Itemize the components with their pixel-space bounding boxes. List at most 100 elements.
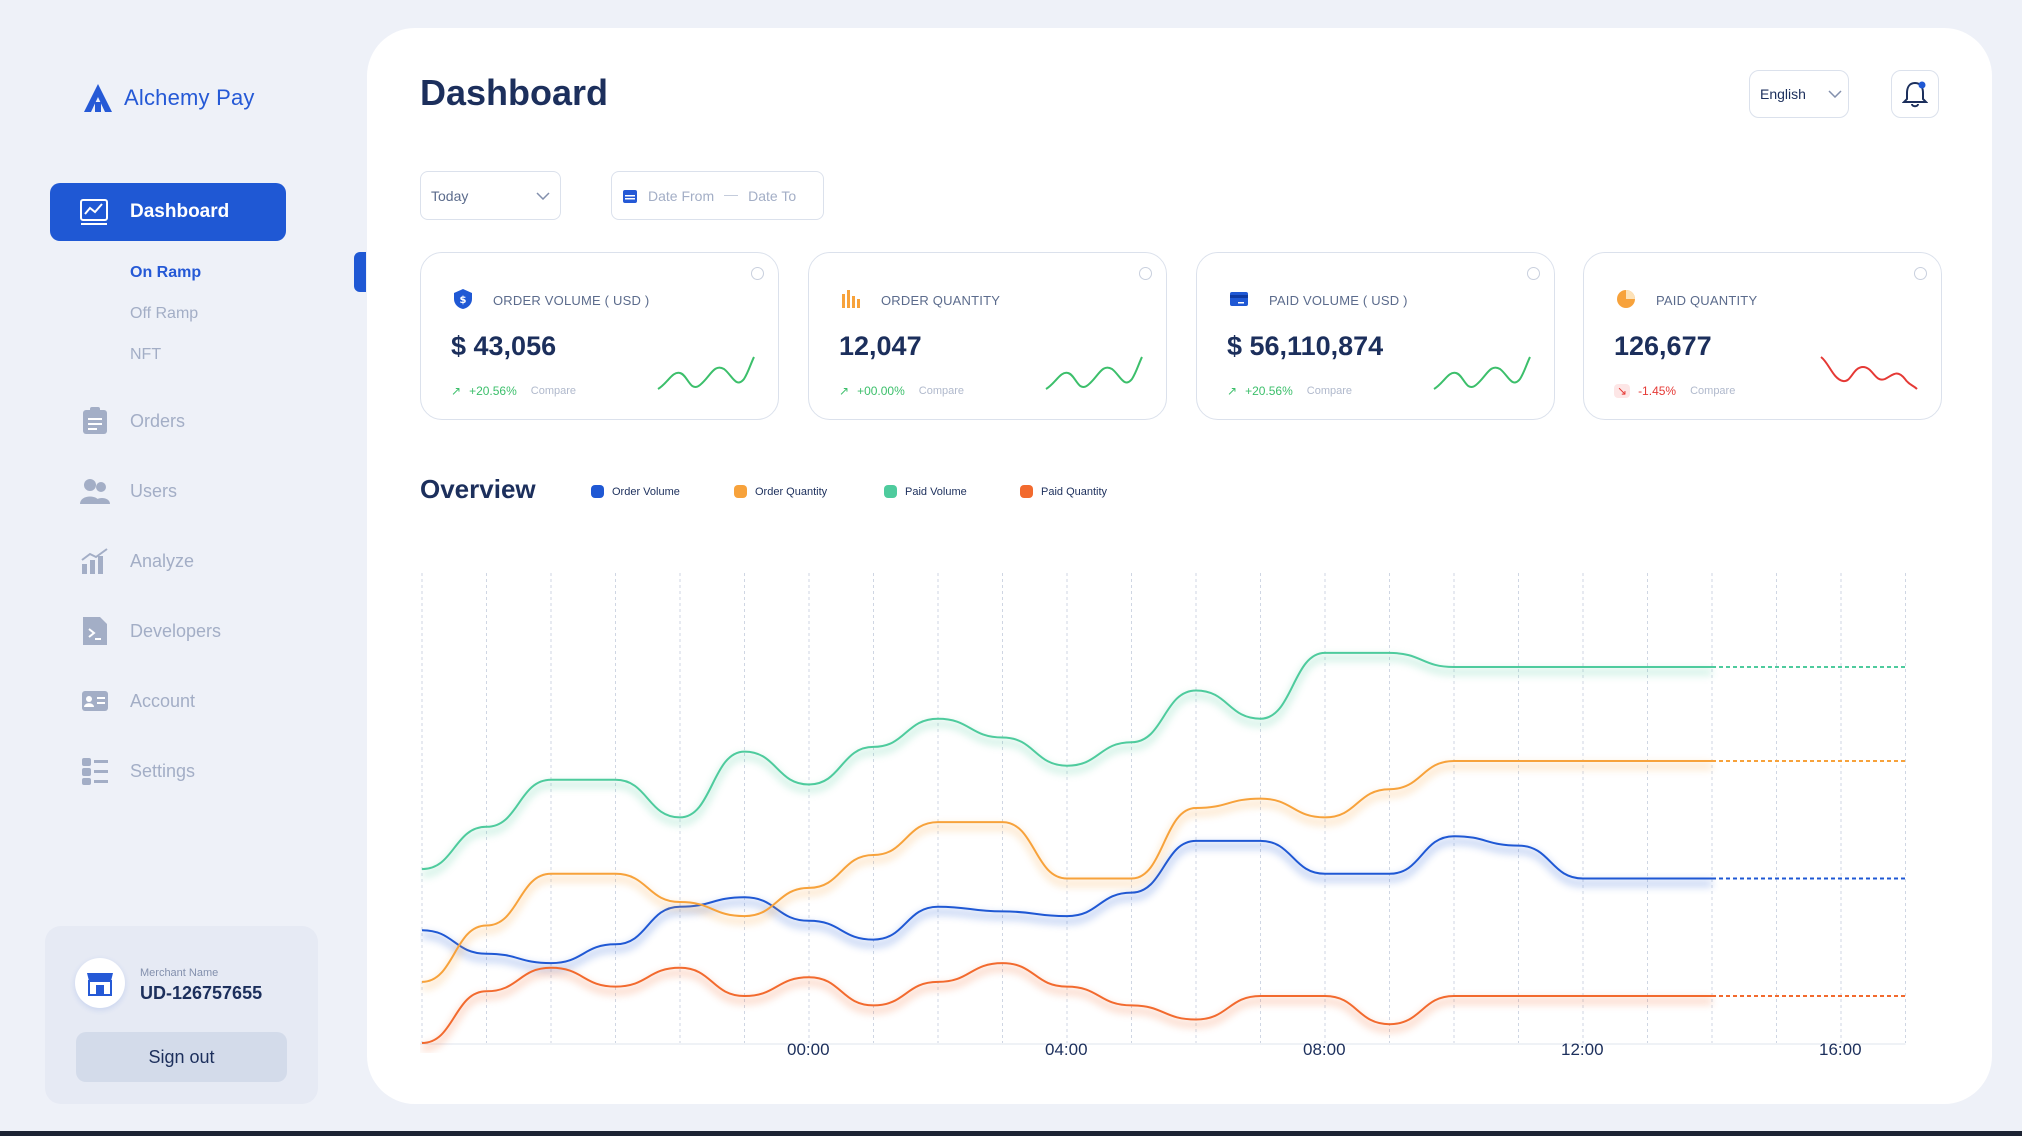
legend-item-order-quantity[interactable]: Order Quantity (734, 485, 827, 498)
legend-item-paid-volume[interactable]: Paid Volume (884, 485, 967, 498)
account-icon (80, 686, 110, 716)
language-select[interactable]: English (1749, 70, 1849, 118)
stat-change: ↗ +20.56% Compare (1227, 384, 1352, 398)
date-from-field[interactable]: Date From (648, 187, 715, 204)
svg-text:$: $ (460, 295, 467, 306)
brand-logo[interactable]: Alchemy Pay (80, 82, 255, 114)
sidebar-item-label: Dashboard (130, 201, 230, 222)
date-range-separator (724, 195, 739, 196)
series-line-order-volume[interactable] (421, 835, 1712, 965)
overview-line-chart (420, 573, 1906, 1052)
stat-label: PAID VOLUME ( USD ) (1269, 293, 1408, 308)
active-section-marker (354, 252, 366, 292)
date-range-picker[interactable]: Date From Date To (611, 171, 824, 220)
notifications-button[interactable] (1891, 70, 1939, 118)
sidebar-item-users[interactable]: Users (80, 476, 177, 506)
sidebar-item-label: Orders (130, 410, 186, 431)
bell-icon (1902, 81, 1928, 108)
stat-card-paid-quantity[interactable]: PAID QUANTITY 126,677 ↘ -1.45% Compare (1583, 252, 1942, 420)
merchant-label: Merchant Name (140, 967, 219, 979)
compare-link[interactable]: Compare (1690, 385, 1736, 397)
sidebar-item-account[interactable]: Account (80, 686, 195, 716)
stat-change: ↗ +00.00% Compare (839, 384, 964, 398)
sidebar-item-label: Developers (130, 620, 222, 641)
sparkline-up (657, 356, 755, 390)
legend-swatch (734, 485, 747, 498)
legend-label: Order Quantity (755, 485, 828, 498)
store-icon (87, 973, 113, 996)
legend-swatch (1020, 485, 1033, 498)
trend-down-arrow-icon: ↘ (1614, 384, 1631, 398)
compare-link[interactable]: Compare (918, 385, 965, 397)
legend-label: Order Volume (612, 485, 680, 498)
stat-card-paid-volume[interactable]: PAID VOLUME ( USD ) $ 56,110,874 ↗ +20.5… (1196, 252, 1555, 420)
overview-title: Overview (420, 474, 536, 504)
series-glow-paid-volume (421, 654, 1712, 878)
sidebar-item-label: Analyze (130, 550, 195, 571)
page-title: Dashboard (420, 72, 609, 113)
legend-label: Paid Volume (905, 485, 967, 498)
compare-link[interactable]: Compare (530, 385, 577, 397)
legend-swatch (884, 485, 897, 498)
subnav-on-ramp[interactable]: On Ramp (130, 264, 202, 281)
settings-icon (80, 756, 110, 786)
stat-change: ↘ -1.45% Compare (1614, 384, 1735, 398)
stat-label: ORDER QUANTITY (881, 293, 1001, 308)
analyze-icon (80, 546, 110, 576)
sidebar-item-orders[interactable]: Orders (80, 406, 185, 436)
stat-card-order-quantity[interactable]: ORDER QUANTITY 12,047 ↗ +00.00% Compare (808, 252, 1167, 420)
x-tick-label: 12:00 (1561, 1040, 1604, 1059)
stat-select-radio[interactable] (1139, 267, 1152, 280)
pie-chart-icon (1614, 287, 1638, 311)
legend-item-order-volume[interactable]: Order Volume (591, 485, 680, 498)
merchant-id: UD-126757655 (140, 983, 263, 1003)
stat-value: $ 56,110,874 (1227, 331, 1384, 361)
sidebar-item-settings[interactable]: Settings (80, 756, 195, 786)
series-glow-order-quantity (421, 762, 1712, 991)
sign-out-button[interactable]: Sign out (76, 1032, 287, 1082)
x-tick-label: 00:00 (787, 1040, 830, 1059)
brand-name: Alchemy Pay (124, 85, 255, 110)
bar-chart-icon (839, 287, 863, 311)
sidebar-item-label: Settings (130, 760, 196, 781)
users-icon (80, 476, 110, 506)
series-glow-paid-quantity (421, 964, 1712, 1052)
stat-card-order-volume[interactable]: $ ORDER VOLUME ( USD ) $ 43,056 ↗ +20.56… (420, 252, 779, 420)
legend-swatch (591, 485, 604, 498)
alchemy-pay-logo-icon (84, 84, 112, 112)
developers-icon (80, 616, 110, 646)
sidebar-item-analyze[interactable]: Analyze (80, 546, 194, 576)
stat-change: ↗ +20.56% Compare (451, 384, 576, 398)
dollar-shield-icon: $ (451, 287, 475, 311)
main-panel: Dashboard English Today Date From Date T… (367, 28, 1992, 1104)
series-line-paid-quantity[interactable] (421, 962, 1712, 1044)
date-to-field[interactable]: Date To (748, 187, 797, 204)
series-line-order-quantity[interactable] (421, 760, 1712, 983)
compare-link[interactable]: Compare (1306, 385, 1353, 397)
sidebar-item-label: Users (130, 480, 178, 501)
stat-label: ORDER VOLUME ( USD ) (493, 293, 650, 308)
series-line-paid-volume[interactable] (421, 651, 1712, 871)
trend-up-arrow-icon: ↗ (839, 384, 850, 398)
calendar-icon (623, 189, 637, 203)
stat-change-value: +00.00% (857, 384, 905, 398)
subnav-nft[interactable]: NFT (130, 346, 162, 363)
stat-change-value: -1.45% (1638, 384, 1677, 398)
legend-item-paid-quantity[interactable]: Paid Quantity (1020, 485, 1107, 498)
stat-change-value: +20.56% (469, 384, 517, 398)
stat-select-radio[interactable] (1527, 267, 1540, 280)
stat-value: $ 43,056 (451, 331, 557, 361)
stat-value: 12,047 (839, 331, 922, 361)
x-tick-label: 04:00 (1045, 1040, 1088, 1059)
stat-select-radio[interactable] (1914, 267, 1927, 280)
trend-up-arrow-icon: ↗ (1227, 384, 1238, 398)
period-select[interactable]: Today (420, 171, 561, 220)
sidebar-item-developers[interactable]: Developers (80, 616, 221, 646)
sidebar-item-dashboard[interactable]: Dashboard (50, 183, 286, 241)
stat-select-radio[interactable] (751, 267, 764, 280)
subnav-off-ramp[interactable]: Off Ramp (130, 305, 199, 322)
dashboard-chart-icon (80, 199, 108, 225)
sparkline-up (1433, 356, 1531, 390)
card-icon (1227, 287, 1251, 311)
avatar (75, 958, 125, 1008)
